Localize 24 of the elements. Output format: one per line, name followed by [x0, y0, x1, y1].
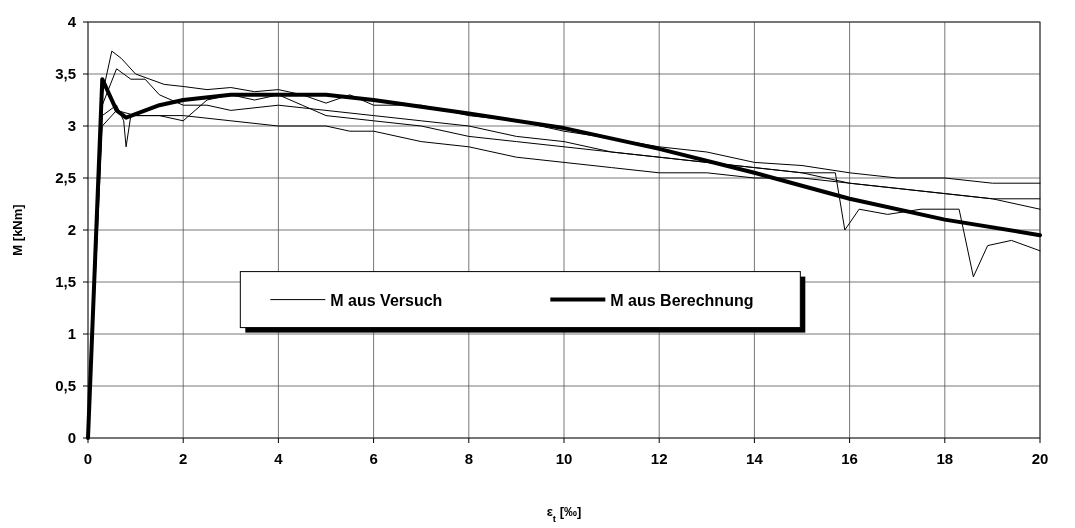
y-tick-label: 0,5 [55, 377, 76, 394]
y-tick-label: 3 [67, 117, 76, 134]
legend-label: M aus Berechnung [610, 291, 754, 309]
x-tick-label: 2 [179, 450, 188, 467]
legend-label: M aus Versuch [330, 291, 443, 309]
y-tick-label: 2,5 [55, 169, 76, 186]
x-tick-label: 10 [555, 450, 573, 467]
x-tick-label: 14 [746, 450, 764, 467]
y-tick-label: 3,5 [55, 65, 76, 82]
x-tick-label: 0 [83, 450, 93, 467]
y-tick-label: 2 [67, 221, 76, 238]
x-axis-title: ε$_{t}$ [‰] [546, 504, 582, 524]
x-tick-label: 12 [650, 450, 668, 467]
x-tick-label: 6 [369, 450, 378, 467]
x-tick-label: 4 [274, 450, 284, 467]
y-tick-label: 1 [67, 325, 76, 342]
y-tick-label: 1,5 [55, 273, 76, 290]
y-tick-label: 0 [67, 429, 76, 446]
x-tick-label: 20 [1031, 450, 1049, 467]
y-axis-title: M [kNm] [10, 204, 25, 256]
x-tick-label: 8 [464, 450, 473, 467]
x-tick-label: 18 [936, 450, 954, 467]
x-tick-label: 16 [841, 450, 858, 467]
y-tick-label: 4 [67, 13, 77, 30]
